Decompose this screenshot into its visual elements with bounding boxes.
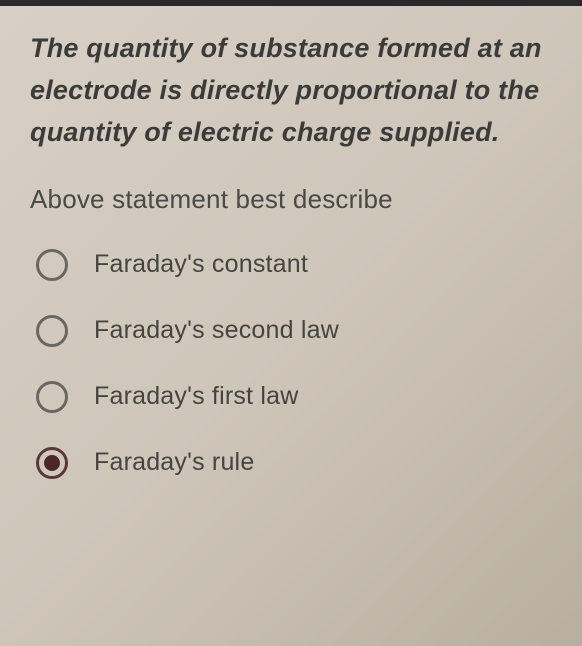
- radio-icon[interactable]: [36, 249, 68, 281]
- question-prompt: Above statement best describe: [30, 184, 556, 215]
- options-list: Faraday's constant Faraday's second law …: [30, 249, 556, 479]
- option-3[interactable]: Faraday's rule: [36, 447, 556, 479]
- radio-icon[interactable]: [36, 381, 68, 413]
- option-label: Faraday's constant: [94, 250, 308, 279]
- radio-icon[interactable]: [36, 447, 68, 479]
- option-2[interactable]: Faraday's first law: [36, 381, 556, 413]
- question-stem: The quantity of substance formed at an e…: [30, 28, 556, 154]
- option-label: Faraday's first law: [94, 382, 298, 411]
- option-label: Faraday's rule: [94, 448, 254, 477]
- radio-icon[interactable]: [36, 315, 68, 347]
- option-label: Faraday's second law: [94, 316, 339, 345]
- option-0[interactable]: Faraday's constant: [36, 249, 556, 281]
- option-1[interactable]: Faraday's second law: [36, 315, 556, 347]
